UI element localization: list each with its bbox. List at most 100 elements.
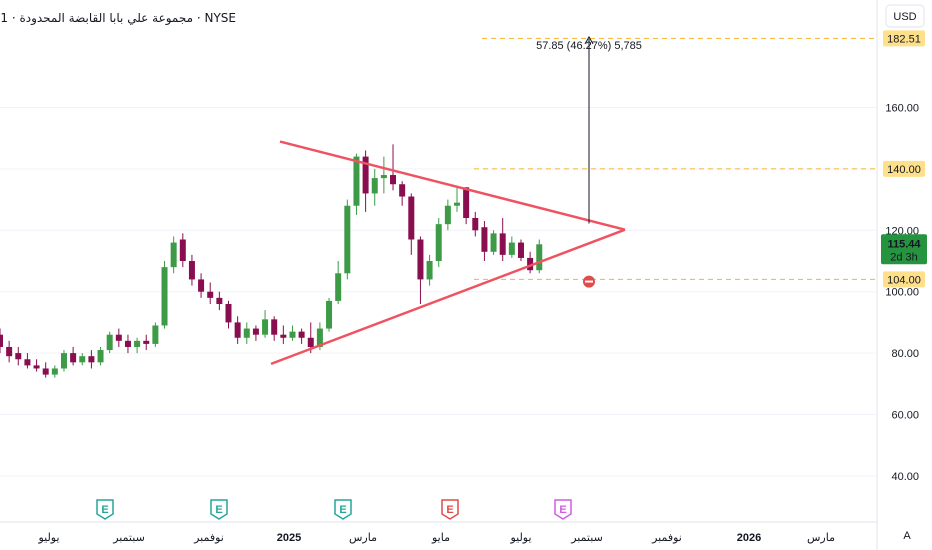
- candle-body: [344, 205, 351, 274]
- earnings-marker-icon: [210, 499, 228, 520]
- candle-body: [124, 340, 131, 347]
- candle: [124, 334, 131, 354]
- candle: [88, 350, 95, 369]
- earnings-marker: E: [441, 499, 459, 520]
- candle: [143, 334, 150, 351]
- candle-body: [454, 202, 460, 206]
- candle-body: [481, 227, 488, 252]
- candle: [216, 291, 223, 311]
- candle-body: [79, 356, 86, 363]
- candle-body: [115, 334, 122, 341]
- earnings-marker: E: [334, 499, 352, 520]
- candle-body: [380, 175, 387, 179]
- candle-body: [234, 322, 241, 338]
- time-axis-ticks: يوليو سبتمبر نوفمبر 2025 مارس مايو يوليو سبتمبر…: [37, 532, 835, 544]
- time-tick-label: سبتمبر: [570, 532, 603, 544]
- candle-body: [188, 261, 195, 280]
- candle: [51, 365, 58, 378]
- candle-body: [15, 353, 22, 360]
- candle-body: [51, 368, 58, 375]
- candle: [298, 328, 305, 344]
- level-price-badge: [883, 271, 925, 288]
- candle-body: [106, 334, 113, 351]
- time-tick-label: نوفمبر: [651, 532, 682, 544]
- time-tick-label: مارس: [807, 532, 835, 544]
- candle: [390, 144, 397, 191]
- candle-body: [408, 196, 415, 240]
- candle: [234, 316, 241, 344]
- candle-body: [60, 353, 67, 369]
- candle: [6, 340, 13, 363]
- earnings-marker-letter: E: [446, 504, 453, 516]
- candle-body: [161, 267, 168, 326]
- candle-body: [326, 300, 333, 329]
- candle-body: [262, 319, 269, 335]
- candle-body: [152, 325, 159, 344]
- candle: [472, 211, 479, 237]
- candle: [481, 221, 488, 261]
- currency-button[interactable]: USD: [885, 4, 925, 28]
- candle-body: [426, 261, 433, 280]
- candle-body: [316, 328, 323, 347]
- candle-body: [33, 365, 40, 369]
- candle-body: [179, 239, 186, 261]
- candle-body: [216, 297, 223, 304]
- candle-body: [371, 178, 378, 194]
- earnings-marker-letter: E: [101, 504, 108, 516]
- earnings-marker-icon: [441, 499, 459, 520]
- triangle-lower-line: [270, 228, 626, 366]
- candle-body: [225, 303, 232, 323]
- candle: [252, 325, 259, 341]
- candle: [408, 193, 415, 255]
- level-price-label: 104.00: [883, 271, 925, 288]
- price-tick-label: 120.00: [885, 225, 919, 237]
- candle: [454, 187, 460, 212]
- candle-body: [97, 350, 104, 363]
- candle-body: [271, 319, 278, 335]
- candle: [426, 254, 433, 286]
- candle: [371, 168, 378, 206]
- candle: [70, 346, 77, 366]
- earnings-marker-icon: [554, 499, 572, 520]
- price-axis-ticks: 40.00 60.00 80.00 100.00 120.00 140.00 160.00: [885, 102, 919, 482]
- candle: [335, 261, 342, 304]
- candle-body: [243, 328, 250, 338]
- level-price-badge: [883, 160, 925, 177]
- time-tick-label: مايو: [431, 532, 450, 544]
- candle: [170, 236, 177, 274]
- time-tick-label: نوفمبر: [193, 532, 224, 544]
- candle-body: [463, 187, 470, 219]
- candle: [362, 150, 369, 212]
- candle-body: [527, 257, 534, 271]
- candle: [33, 359, 40, 372]
- candle: [380, 156, 387, 194]
- candle: [207, 282, 214, 304]
- candle-body: [490, 233, 497, 252]
- candle-body: [70, 353, 77, 363]
- candle: [289, 325, 296, 341]
- last-price-countdown: 2d 3h: [890, 251, 918, 263]
- price-tick-label: 80.00: [891, 348, 919, 360]
- price-tick-label: 100.00: [885, 287, 919, 299]
- candle: [24, 353, 31, 369]
- level-price-label: 182.51: [883, 30, 925, 47]
- candle: [198, 273, 205, 298]
- candle-body: [417, 239, 424, 280]
- stop-marker-bar: [585, 280, 593, 283]
- level-price-label: 140.00: [883, 160, 925, 177]
- candle: [527, 251, 534, 274]
- candle: [15, 346, 22, 366]
- auto-scale-button[interactable]: A: [903, 530, 911, 542]
- last-price-value: 115.44: [887, 238, 921, 250]
- candle-body: [517, 242, 524, 258]
- price-grid: [0, 106, 877, 477]
- candle: [508, 236, 515, 258]
- time-tick-label: 2025: [277, 532, 301, 544]
- candle: [152, 322, 159, 347]
- candle: [417, 236, 424, 304]
- candle: [134, 337, 141, 354]
